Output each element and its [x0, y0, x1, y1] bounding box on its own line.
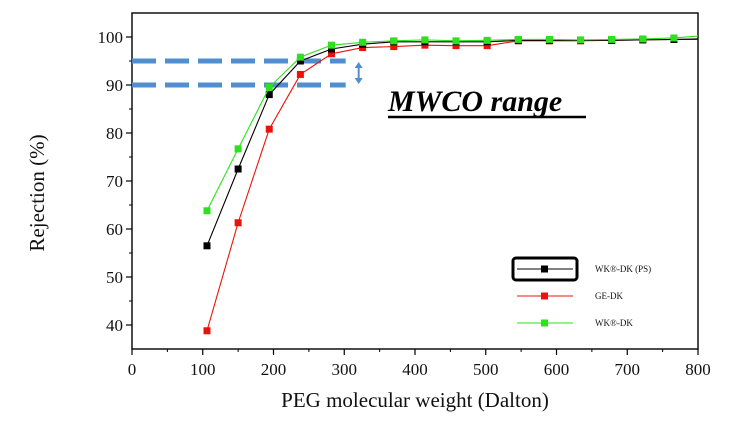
x-tick-label: 300 [332, 360, 358, 379]
data-point [608, 35, 616, 43]
series-layer [203, 34, 699, 335]
legend-marker [541, 319, 548, 327]
data-point [639, 35, 647, 43]
mwco-range-annotation: MWCO range [387, 85, 562, 118]
legend: WK®-DK (PS) GE-DK WK®-DK [511, 256, 651, 328]
data-point [296, 53, 304, 61]
x-tick-label: 500 [473, 360, 499, 379]
data-point [265, 125, 273, 133]
series-1 [203, 35, 699, 250]
legend-marker [541, 292, 548, 300]
data-point [328, 50, 336, 58]
data-point [265, 91, 273, 99]
data-point [483, 36, 491, 44]
series-3 [203, 34, 699, 215]
data-point [328, 45, 336, 53]
data-point [234, 219, 242, 227]
data-point [421, 36, 429, 44]
y-tick-label: 80 [106, 124, 123, 143]
legend-marker [541, 265, 548, 273]
data-point [545, 35, 553, 43]
y-tick-label: 60 [106, 220, 123, 239]
x-tick-label: 800 [685, 360, 711, 379]
legend-label: WK®-DK (PS) [595, 264, 651, 274]
x-tick-label: 400 [402, 360, 428, 379]
data-point [452, 37, 460, 45]
data-point [670, 34, 678, 42]
series-line [206, 38, 699, 247]
legend-label: GE-DK [595, 291, 623, 301]
y-tick-label: 100 [98, 28, 124, 47]
x-tick-label: 700 [615, 360, 641, 379]
data-point [203, 242, 211, 250]
legend-entries: WK®-DK (PS) GE-DK WK®-DK [517, 264, 651, 328]
mwco-arrow-head-up [354, 62, 363, 68]
data-point [296, 57, 304, 65]
data-point [296, 70, 304, 78]
mwco-arrow-head-down [354, 78, 363, 84]
y-tick-label: 70 [106, 172, 123, 191]
data-point [328, 41, 336, 49]
data-point [390, 37, 398, 45]
legend-label: WK®-DK [595, 318, 633, 328]
data-point [234, 165, 242, 173]
data-point [265, 83, 273, 91]
y-tick-label: 40 [106, 316, 123, 335]
x-tick-label: 200 [261, 360, 287, 379]
data-point [203, 207, 211, 215]
axis-ticks [126, 36, 699, 355]
data-point [452, 42, 460, 50]
x-tick-label: 600 [544, 360, 570, 379]
data-point [577, 36, 585, 44]
data-point [483, 42, 491, 50]
data-point [203, 327, 211, 335]
mwco-band-marker [132, 58, 363, 88]
series-2 [203, 35, 698, 335]
y-axis-title: Rejection (%) [25, 134, 49, 251]
data-point [514, 35, 522, 43]
y-tick-label: 50 [106, 268, 123, 287]
data-point [390, 43, 398, 51]
axis-tick-labels: 0 100 200 300 400 500 600 700 800 40 50 60 70 80 90 100 [98, 28, 711, 379]
x-tick-label: 0 [128, 360, 137, 379]
data-point [234, 145, 242, 153]
y-tick-label: 90 [106, 76, 123, 95]
data-point [359, 38, 367, 46]
x-tick-label: 100 [190, 360, 216, 379]
x-axis-title: PEG molecular weight (Dalton) [281, 388, 549, 412]
